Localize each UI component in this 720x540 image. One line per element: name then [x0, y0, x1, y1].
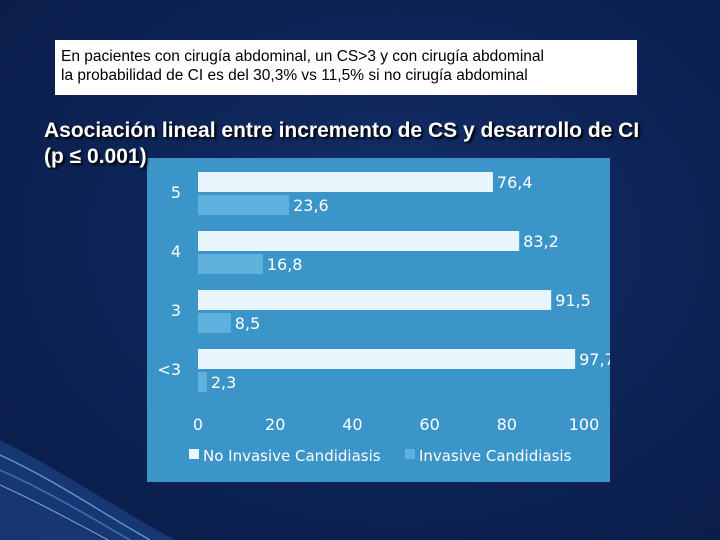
- category-label: <3: [157, 360, 181, 379]
- note-line-1: En pacientes con cirugía abdominal, un C…: [61, 48, 544, 65]
- data-label: 16,8: [267, 255, 303, 274]
- data-label: 76,4: [497, 173, 533, 192]
- bar-chart: 5 76,4 23,6 4 83,2 16,8 3 91,5 8,5 <3 97,7 2,3 0 20 40…: [157, 172, 610, 465]
- bar-no-invasive: [198, 231, 520, 251]
- bar-invasive: [198, 195, 290, 215]
- x-tick-label: 100: [569, 415, 600, 434]
- bar-no-invasive: [198, 290, 552, 310]
- bar-invasive: [198, 372, 207, 392]
- findings-note-box: En pacientes con cirugía abdominal, un C…: [55, 40, 637, 95]
- legend-label: Invasive Candidiasis: [419, 447, 572, 465]
- legend-swatch-invasive: [405, 449, 415, 459]
- data-label: 23,6: [293, 196, 329, 215]
- data-label: 8,5: [235, 314, 260, 333]
- category-label: 3: [171, 301, 181, 320]
- chart-panel: 5 76,4 23,6 4 83,2 16,8 3 91,5 8,5 <3 97,7 2,3 0 20 40…: [147, 158, 610, 482]
- x-tick-label: 60: [419, 415, 439, 434]
- category-label: 4: [171, 242, 181, 261]
- bar-invasive: [198, 254, 263, 274]
- x-tick-label: 20: [265, 415, 285, 434]
- bar-no-invasive: [198, 349, 576, 369]
- data-label: 83,2: [523, 232, 559, 251]
- legend-swatch-no-invasive: [189, 449, 199, 459]
- x-tick-label: 40: [342, 415, 362, 434]
- data-label: 91,5: [555, 291, 591, 310]
- data-label: 2,3: [211, 373, 236, 392]
- bar-no-invasive: [198, 172, 493, 192]
- heading-line-2: (p ≤ 0.001): [44, 145, 147, 168]
- note-line-2: la probabilidad de CI es del 30,3% vs 11…: [61, 67, 528, 84]
- bar-invasive: [198, 313, 231, 333]
- x-tick-label: 80: [497, 415, 517, 434]
- slide-heading: Asociación lineal entre incremento de CS…: [44, 118, 720, 170]
- legend-label: No Invasive Candidiasis: [203, 447, 381, 465]
- x-tick-label: 0: [193, 415, 203, 434]
- category-label: 5: [171, 183, 181, 202]
- heading-line-1: Asociación lineal entre incremento de CS…: [44, 119, 640, 142]
- data-label: 97,7: [579, 350, 610, 369]
